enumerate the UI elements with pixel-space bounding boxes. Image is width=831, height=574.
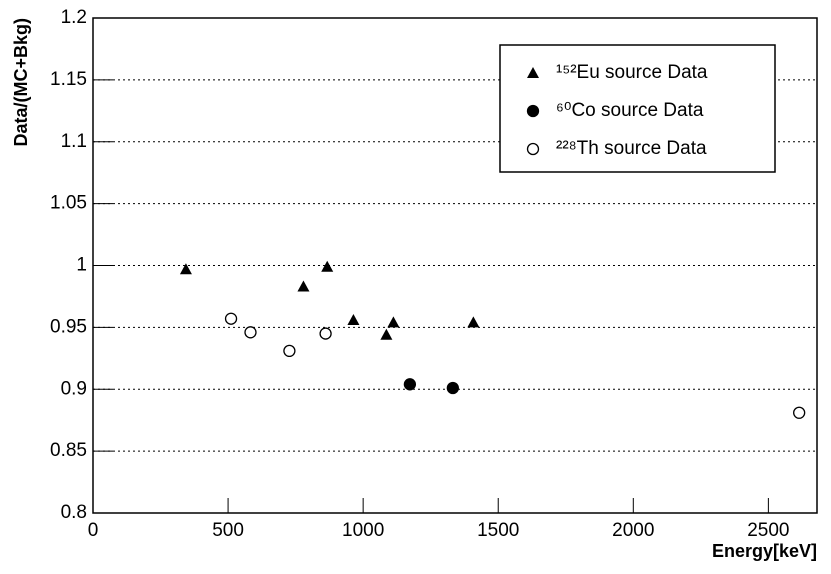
legend-label: ⁶⁰Co source Data (556, 100, 704, 121)
marker-circle (446, 381, 459, 395)
y-tick-label: 0.8 (61, 502, 87, 523)
marker-circle (526, 142, 540, 156)
marker-triangle (467, 316, 480, 328)
y-tick-label: 1.2 (61, 7, 87, 28)
x-tick-label: 2000 (612, 520, 654, 541)
y-tick-label: 1 (76, 255, 87, 276)
y-axis-title: Data/(MC+Bkg) (11, 18, 31, 147)
marker-triangle (347, 313, 360, 325)
marker-triangle (179, 263, 192, 275)
x-axis-title: Energy[keV] (712, 541, 817, 561)
marker-circle (224, 312, 238, 325)
legend-box (499, 44, 776, 173)
x-tick-label: 0 (88, 520, 99, 541)
marker-triangle (387, 316, 400, 328)
x-tick-label: 1000 (342, 520, 384, 541)
y-tick-label: 0.9 (61, 378, 87, 399)
legend-label: ²²⁸Th source Data (556, 138, 707, 159)
y-tick-label: 1.1 (61, 131, 87, 152)
marker-circle (283, 344, 296, 358)
legend-label: ¹⁵²Eu source Data (556, 62, 708, 83)
y-tick-label: 0.85 (50, 440, 87, 461)
marker-circle (319, 327, 332, 340)
marker-circle (244, 326, 257, 339)
marker-triangle (297, 280, 310, 292)
x-tick-label: 500 (212, 520, 244, 541)
x-tick-label: 2500 (747, 520, 789, 541)
marker-circle (793, 406, 806, 419)
y-tick-label: 1.05 (50, 193, 87, 214)
marker-triangle (527, 67, 539, 78)
marker-circle (526, 104, 540, 118)
y-tick-label: 1.15 (50, 69, 87, 90)
marker-triangle (321, 260, 334, 272)
x-tick-label: 1500 (477, 520, 519, 541)
y-tick-label: 0.95 (50, 316, 87, 337)
marker-circle (403, 378, 417, 391)
marker-triangle (380, 328, 393, 340)
